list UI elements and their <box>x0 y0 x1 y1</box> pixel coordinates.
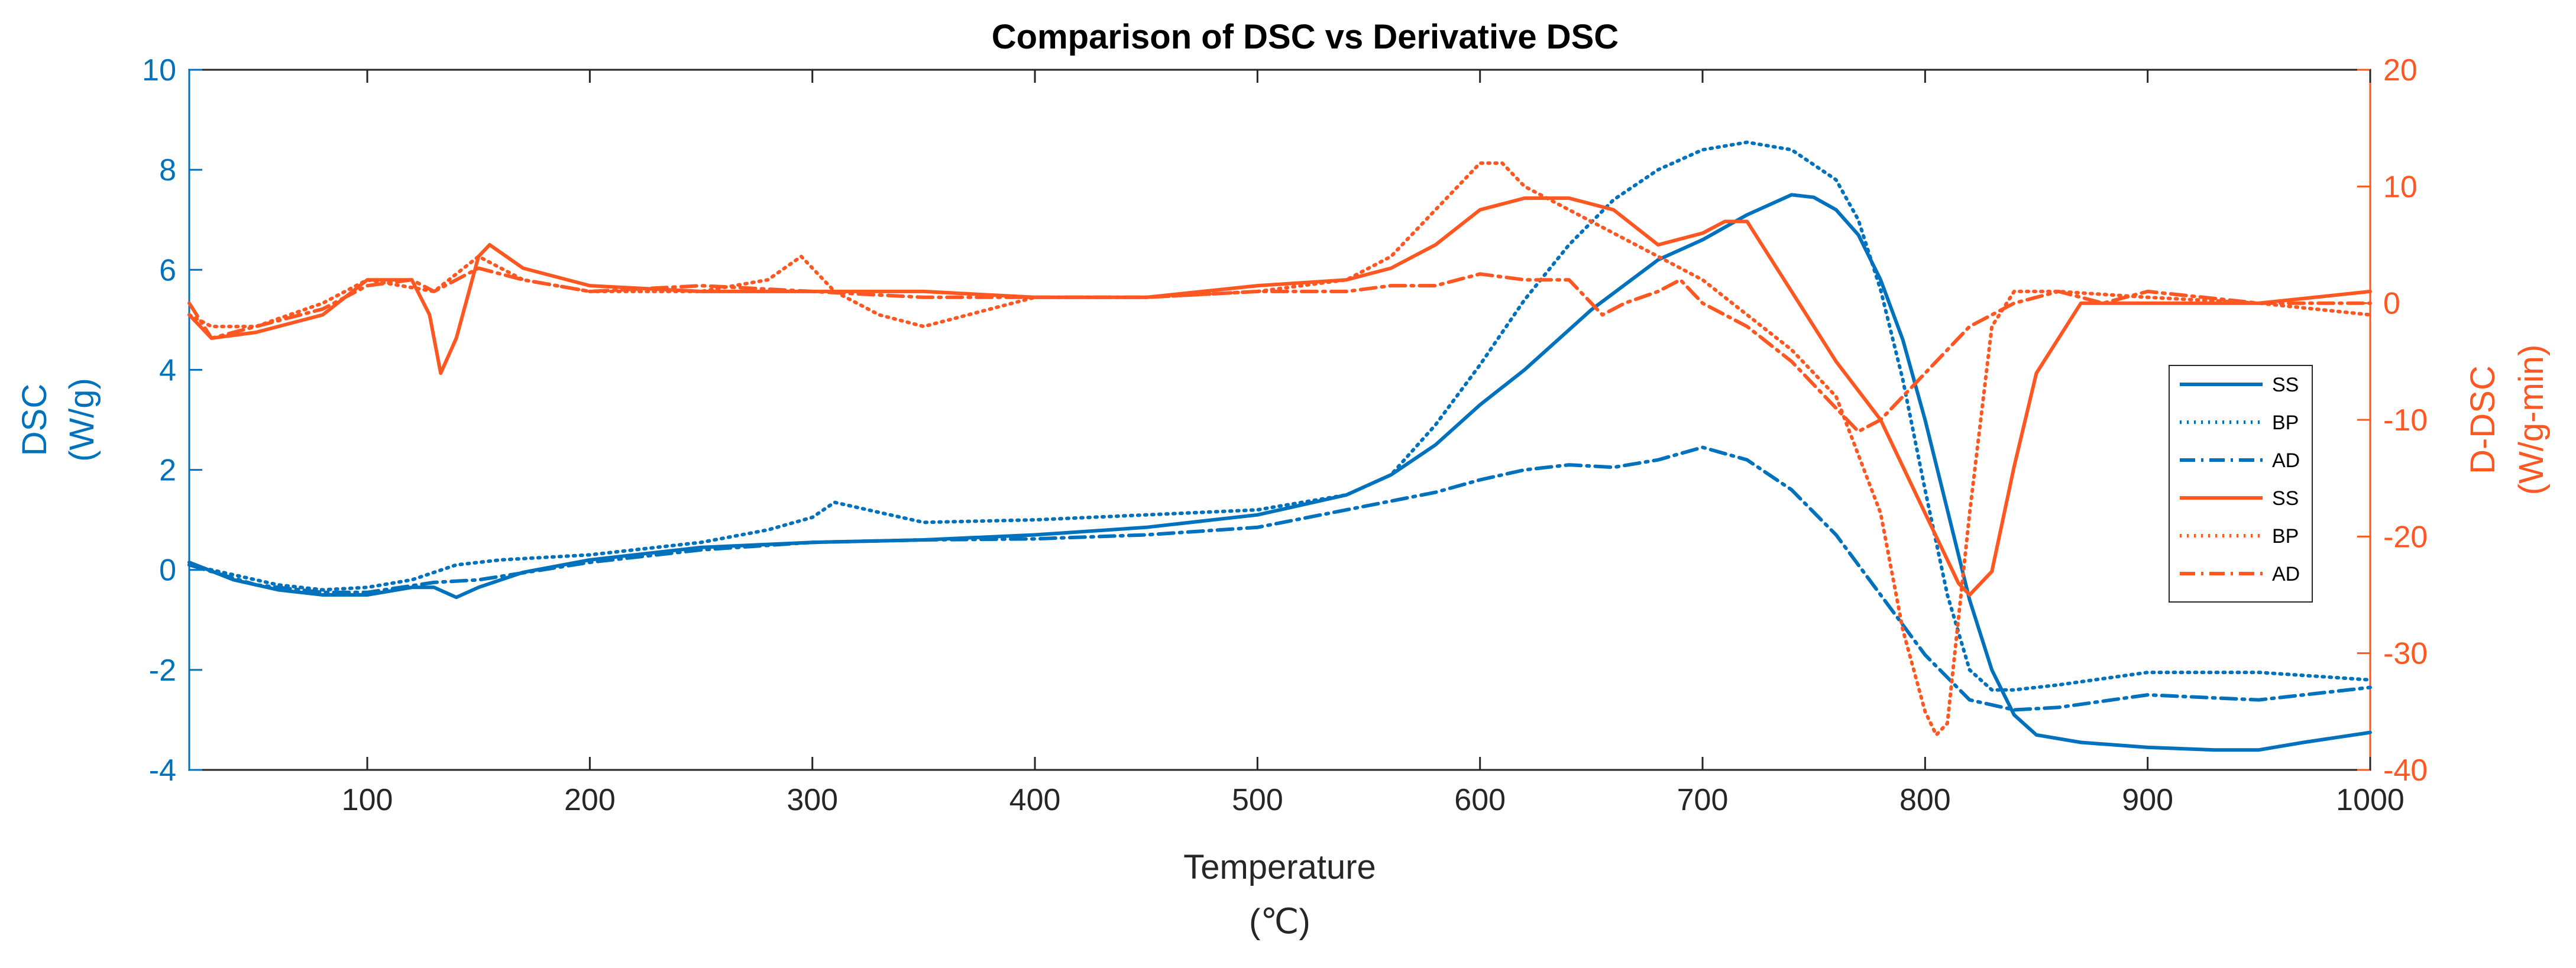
left-y-tick-label: 4 <box>159 353 176 387</box>
series-layer <box>187 140 2372 752</box>
legend-box <box>2169 365 2313 603</box>
x-tick-label: 300 <box>787 783 838 817</box>
right-y-axis: -40 -30 -20 -10 0 10 20 <box>2357 53 2428 788</box>
legend-label: BP <box>2272 525 2299 548</box>
x-tick-label: 1000 <box>2336 783 2405 817</box>
legend-label: SS <box>2272 487 2299 510</box>
legend-label: AD <box>2272 449 2300 472</box>
left-y-tick-label: 2 <box>159 454 176 488</box>
series-line-bp-ddsc <box>187 161 2372 737</box>
x-axis: 100 200 300 400 500 600 700 800 900 1000 <box>342 70 2405 817</box>
right-y-axis-unit: (W/g-min) <box>2512 345 2551 496</box>
x-tick-label: 600 <box>1454 783 1506 817</box>
plot-area <box>188 69 2371 771</box>
left-y-tick-label: -2 <box>149 653 176 688</box>
left-y-tick-label: 10 <box>142 53 176 88</box>
right-y-tick-label: -10 <box>2383 403 2428 438</box>
left-y-tick-label: 0 <box>159 553 176 588</box>
right-y-axis-label: D-DSC <box>2464 365 2502 474</box>
right-y-tick-label: 0 <box>2383 287 2400 321</box>
x-tick-label: 400 <box>1009 783 1061 817</box>
series-line-ad-ddsc <box>187 266 2372 433</box>
left-y-tick-label: -4 <box>149 753 176 788</box>
x-tick-label: 200 <box>564 783 616 817</box>
series-line-ad-dsc <box>187 445 2372 712</box>
series-line-ss-ddsc <box>187 196 2372 597</box>
x-axis-label: Temperature <box>1183 848 1376 886</box>
legend-label: SS <box>2272 374 2299 396</box>
x-axis-unit: (℃) <box>1249 902 1310 941</box>
left-y-tick-label: 6 <box>159 253 176 287</box>
right-y-tick-label: -40 <box>2383 753 2428 788</box>
right-y-tick-label: 10 <box>2383 170 2418 204</box>
right-y-tick-label: -20 <box>2383 520 2428 554</box>
chart-title: Comparison of DSC vs Derivative DSC <box>992 18 1619 56</box>
x-tick-label: 100 <box>342 783 393 817</box>
x-tick-label: 800 <box>1899 783 1951 817</box>
left-y-axis-label: DSC <box>15 384 54 456</box>
x-tick-label: 700 <box>1677 783 1729 817</box>
legend-label: BP <box>2272 412 2299 434</box>
right-y-tick-label: -30 <box>2383 637 2428 671</box>
left-y-axis-unit: (W/g) <box>63 378 101 462</box>
right-y-tick-label: 20 <box>2383 53 2418 88</box>
series-line-bp-dsc <box>187 140 2372 692</box>
legend: SS BP AD SS BP AD <box>2169 365 2313 603</box>
series-line-ss-dsc <box>187 193 2372 752</box>
x-tick-label: 500 <box>1232 783 1283 817</box>
left-y-axis: -4 -2 0 2 4 6 8 10 <box>142 53 202 788</box>
legend-label: AD <box>2272 563 2300 585</box>
left-y-tick-label: 8 <box>159 153 176 187</box>
x-tick-label: 900 <box>2122 783 2173 817</box>
